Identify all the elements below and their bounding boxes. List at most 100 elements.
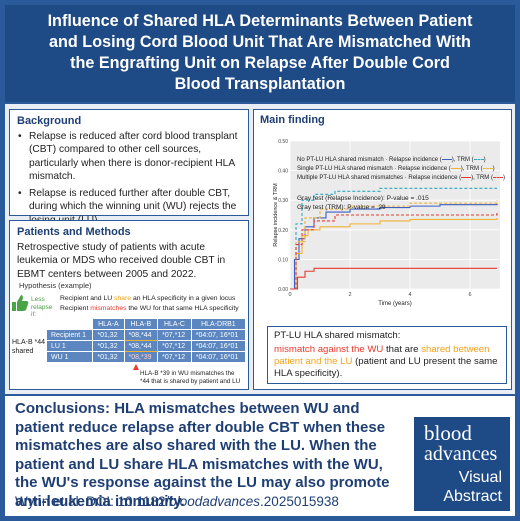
main-finding-heading: Main finding	[260, 114, 325, 126]
gray-test-trm: Gray test (TRM): P-value = .29	[297, 204, 386, 211]
table-row: WU 1 *01,32 *08,*39 *07,*12 *04:07, 16*0…	[45, 351, 247, 363]
y-tick-label: 0.40	[278, 169, 288, 175]
background-bullet-1: Relapse is reduced after cord blood tran…	[17, 130, 241, 183]
legend-multiple-label: Multiple PT-LU HLA shared mismatches · R…	[297, 175, 462, 181]
y-tick-label: 0.00	[278, 287, 288, 293]
mismatch-box-text: mismatch against the WU that are shared …	[274, 344, 500, 380]
legend-none: No PT-LU HLA shared mismatch · Relapse i…	[297, 157, 486, 163]
y-tick-label: 0.20	[278, 228, 288, 234]
citation-prefix: Wynn et al. DOI: 10.1182/	[15, 494, 170, 509]
legend-single-mid: ), TRM (	[460, 166, 483, 172]
hla-shared-label: HLA-B *44 shared	[12, 339, 46, 355]
citation: Wynn et al. DOI: 10.1182/bloodadvances.2…	[15, 494, 339, 509]
hypothesis-mismatch: mismatches	[90, 305, 127, 312]
conclusions-text: Conclusions: HLA mismatches between WU a…	[15, 400, 403, 512]
table-cell: *07,*12	[157, 340, 192, 352]
legend-multiple-end: )	[502, 175, 505, 181]
table-cell: *08,*44	[123, 329, 159, 341]
mismatch-box-red: mismatch against the WU	[274, 344, 384, 355]
table-cell: *07,*12	[157, 329, 192, 341]
hypothesis-line-2-b: the WU for that same HLA specificity	[128, 305, 239, 312]
citation-journal: bloodadvances	[169, 494, 261, 509]
y-tick-label: 0.50	[278, 139, 288, 145]
plot-background	[290, 141, 500, 289]
legend-none-dashed-swatch	[473, 158, 484, 160]
hla-header-b: HLA-B	[123, 318, 159, 330]
hypothesis-line-2-a: Recipient	[60, 305, 89, 312]
series-line-multiple-dashed	[290, 212, 498, 290]
table-cell: WU 1	[45, 351, 94, 363]
table-row: Recipient 1 *01,32 *08,*44 *07,*12 *04:0…	[45, 329, 247, 341]
hla-note: HLA-B *39 in WU mismatches the *44 that …	[140, 370, 241, 385]
legend-none-label: No PT-LU HLA shared mismatch · Relapse i…	[297, 157, 442, 163]
relapse-trm-chart: 0.00 0.10 0.20 0.30 0.40 0.50 0 2 4 6 Time (years)…	[273, 139, 500, 307]
title-line-2: and Losing Cord Blood Unit That Are Mism…	[49, 33, 471, 51]
mismatch-definition-box: PT-LU HLA shared mismatch: mismatch agai…	[267, 326, 507, 384]
hla-table: HLA-A HLA-B HLA-C HLA-DRB1 Recipient 1 *…	[45, 318, 247, 363]
legend-multiple: Multiple PT-LU HLA shared mismatches · R…	[297, 175, 505, 181]
table-cell: Recipient 1	[45, 329, 94, 341]
title-banner: Influence of Shared HLA Determinants Bet…	[5, 5, 515, 102]
mismatch-box-end: (patient and LU present the same HLA spe…	[274, 356, 498, 379]
mismatch-box-mid: that are	[383, 344, 422, 355]
y-axis-label: Relapse incidence & TRM	[273, 183, 279, 247]
series-line-trm_none-dashed	[290, 187, 497, 290]
legend-none-solid-swatch	[441, 158, 452, 160]
y-tick-label: 0.10	[278, 257, 288, 263]
hypothesis-line-1: Recipient and LU share an HLA specificit…	[60, 295, 235, 302]
hypothesis-line-2: Recipient mismatches the WU for that sam…	[60, 305, 239, 312]
table-cell: LU 1	[45, 340, 94, 352]
legend-none-mid: ), TRM (	[451, 157, 474, 163]
hypothesis-line-1-b: an HLA specificity in a given locus	[132, 295, 236, 302]
legend-single-end: )	[492, 166, 495, 172]
hypothesis-label: Hypothesis (example)	[19, 281, 92, 290]
mismatch-box-orange: shared between patient and the LU	[274, 344, 490, 367]
x-tick-label: 4	[408, 292, 411, 298]
x-tick-label: 2	[348, 292, 351, 298]
table-cell: *07,*12	[157, 351, 192, 363]
legend-multiple-mid: ), TRM (	[471, 175, 493, 181]
y-tick-label: 0.30	[278, 198, 288, 204]
series-line-none-solid	[290, 203, 498, 290]
patients-methods-text: Retrospective study of patients with acu…	[17, 242, 226, 280]
title-line-3: the Engrafting Unit on Relapse After Dou…	[70, 54, 450, 72]
blood-advances-logo: blood advances Visual Abstract	[414, 417, 510, 511]
hla-header-empty	[45, 318, 94, 330]
table-cell: *04:07, 16*01	[190, 329, 247, 341]
legend-single-dashed-swatch	[482, 167, 493, 169]
legend-multiple-solid-swatch	[461, 176, 472, 178]
citation-suffix: .2025015938	[260, 494, 339, 509]
conclusions-body: HLA mismatches between WU and patient re…	[15, 400, 390, 510]
table-cell: *08,*44	[123, 340, 159, 352]
hypothesis-line-1-a: Recipient and LU	[60, 295, 113, 302]
background-panel: Background Relapse is reduced after cord…	[9, 109, 249, 226]
table-cell: *08,*39	[123, 351, 159, 363]
table-cell: *01,32	[92, 329, 125, 341]
table-row: LU 1 *01,32 *08,*44 *07,*12 *04:07, 16*0…	[45, 340, 247, 352]
mismatch-box-title: PT-LU HLA shared mismatch:	[274, 330, 401, 341]
series-line-single-dashed	[290, 200, 498, 290]
less-relapse-label: Less relapse if:	[31, 296, 53, 318]
legend-none-end: )	[483, 157, 486, 163]
legend-single-label: Single PT-LU HLA shared mismatch · Relap…	[297, 166, 451, 172]
legend-multiple-dashed-swatch	[492, 176, 503, 178]
hla-header-c: HLA-C	[157, 318, 192, 330]
background-list: Relapse is reduced after cord blood tran…	[17, 130, 241, 227]
background-heading: Background	[17, 115, 82, 127]
x-tick-label: 0	[288, 292, 291, 298]
table-cell: *01,32	[92, 351, 125, 363]
title-line-1: Influence of Shared HLA Determinants Bet…	[47, 12, 473, 30]
hla-table-header: HLA-A HLA-B HLA-C HLA-DRB1	[45, 318, 247, 330]
x-axis-label: Time (years)	[378, 301, 411, 307]
table-cell: *04:07, 16*01	[190, 351, 247, 363]
hla-header-a: HLA-A	[92, 318, 125, 330]
legend-single: Single PT-LU HLA shared mismatch · Relap…	[297, 166, 495, 172]
logo-blood: blood	[424, 421, 472, 445]
logo-visual: Visual	[458, 469, 502, 486]
legend-single-solid-swatch	[450, 167, 461, 169]
x-tick-label: 6	[468, 292, 471, 298]
thumbs-up-icon	[12, 295, 29, 311]
logo-abstract: Abstract	[443, 488, 502, 505]
red-arrow-icon	[133, 364, 139, 370]
